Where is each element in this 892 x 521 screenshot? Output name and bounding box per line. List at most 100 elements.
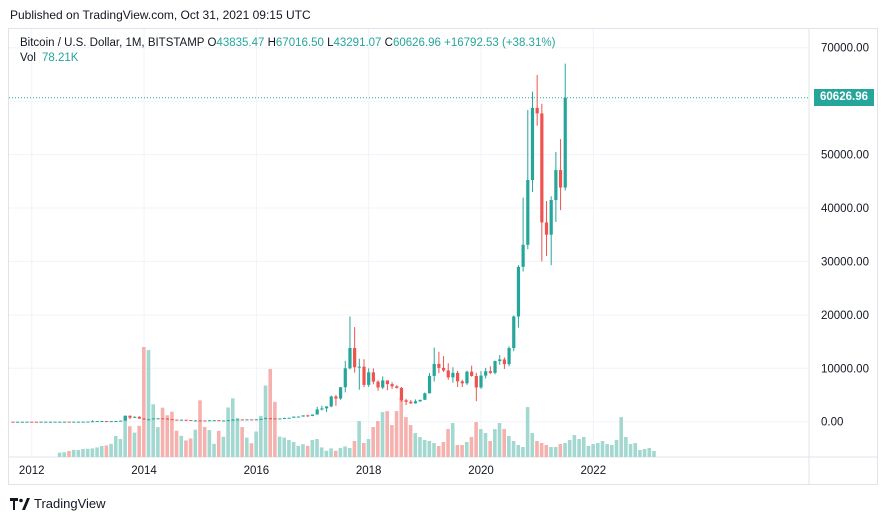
close-value: 60626.96 <box>392 37 441 49</box>
volume-bar <box>422 440 427 457</box>
candle-body <box>502 359 506 365</box>
candle-body <box>20 421 24 423</box>
volume-bar <box>614 440 619 457</box>
candle-body <box>409 401 413 404</box>
volume-bar <box>310 440 315 457</box>
volume-bar <box>184 440 188 457</box>
volume-bar <box>104 445 109 457</box>
candle-body <box>427 375 432 394</box>
volume-bar <box>633 443 638 457</box>
candle-body <box>147 419 151 421</box>
volume-bar <box>128 426 132 457</box>
price-chart[interactable]: 70000.0060000.0050000.0040000.0030000.00… <box>9 29 877 484</box>
candle-body <box>315 409 319 415</box>
volume-bar <box>464 442 469 457</box>
candle-body <box>287 417 291 419</box>
candle-body <box>231 419 235 421</box>
volume-bar <box>263 385 268 457</box>
volume-bar <box>296 445 301 457</box>
candle-body <box>128 415 132 418</box>
candle-body <box>310 414 315 416</box>
volume-bar <box>404 417 408 457</box>
volume-bar <box>179 435 184 457</box>
volume-bar <box>385 411 389 457</box>
candle-body <box>357 366 361 368</box>
volume-bar <box>357 421 361 457</box>
volume-bar <box>85 448 90 457</box>
tradingview-brand[interactable]: TradingView <box>10 496 106 511</box>
volume-bar <box>347 448 352 457</box>
candle-body <box>441 367 446 371</box>
candle-body <box>465 371 469 384</box>
volume-bar <box>581 437 586 457</box>
candle-body <box>292 416 296 418</box>
candle-body <box>301 415 305 417</box>
last-price-tag: 60626.96 <box>814 89 874 107</box>
volume-bar <box>216 430 221 457</box>
x-tick-label: 2012 <box>19 465 45 477</box>
volume-bar <box>502 429 506 457</box>
volume-bar <box>563 443 567 457</box>
candle-body <box>25 421 29 423</box>
volume-bar <box>371 427 375 457</box>
volume-bar <box>174 430 179 457</box>
chart-frame <box>8 28 878 485</box>
candle-body <box>423 393 427 400</box>
candle-body <box>395 386 399 388</box>
volume-bar <box>493 429 497 457</box>
candle-body <box>34 421 38 423</box>
candle-body <box>226 420 230 422</box>
candle-body <box>67 421 71 423</box>
candle-body <box>376 381 380 388</box>
candle-body <box>133 416 137 418</box>
candle-body <box>385 380 389 385</box>
candle-body <box>278 418 282 420</box>
volume-bar <box>432 443 436 457</box>
candle-body <box>399 387 404 401</box>
candle-body <box>151 418 155 420</box>
volume-bar <box>488 441 492 457</box>
candle-body <box>193 420 198 422</box>
candle-body <box>456 372 460 382</box>
volume-bar <box>329 448 333 457</box>
tradingview-logo-icon <box>10 497 30 510</box>
candle-body <box>203 420 207 422</box>
volume-bar <box>413 433 418 457</box>
volume-bar <box>301 444 305 457</box>
volume-bar <box>549 447 553 457</box>
candle-body <box>222 420 226 422</box>
y-tick-label: 70000.00 <box>821 43 869 55</box>
candle-body <box>371 372 375 382</box>
candle-body <box>460 381 464 384</box>
close-label: C <box>384 37 393 49</box>
volume-bar <box>226 407 230 457</box>
candle-body <box>48 421 53 423</box>
price-axis: 70000.0060000.0050000.0040000.0030000.00… <box>821 43 869 429</box>
y-tick-label: 30000.00 <box>821 256 869 268</box>
candle-body <box>273 418 277 420</box>
volume-bar <box>619 417 623 457</box>
candle-body <box>530 107 535 181</box>
volume-bar <box>460 445 464 457</box>
volume-bar <box>160 407 165 457</box>
volume-bar <box>390 425 394 457</box>
volume-bar <box>113 436 118 457</box>
candle-body <box>484 371 488 376</box>
candle-body <box>217 420 221 422</box>
candle-body <box>563 97 567 188</box>
volume-bar <box>282 437 287 457</box>
x-tick-label: 2022 <box>581 465 607 477</box>
candle-body <box>86 421 90 423</box>
volume-bar <box>57 452 62 457</box>
volume-bar <box>647 448 652 457</box>
volume-bar <box>193 429 198 457</box>
candle-body <box>114 420 118 422</box>
candle-body <box>240 419 244 421</box>
volume-bar <box>273 401 277 457</box>
volume-bar <box>118 439 123 457</box>
candle-body <box>324 406 329 409</box>
y-tick-label: 0.00 <box>821 417 843 429</box>
candle-body <box>16 421 20 423</box>
volume-bar <box>376 421 380 457</box>
candle-body <box>179 419 184 421</box>
